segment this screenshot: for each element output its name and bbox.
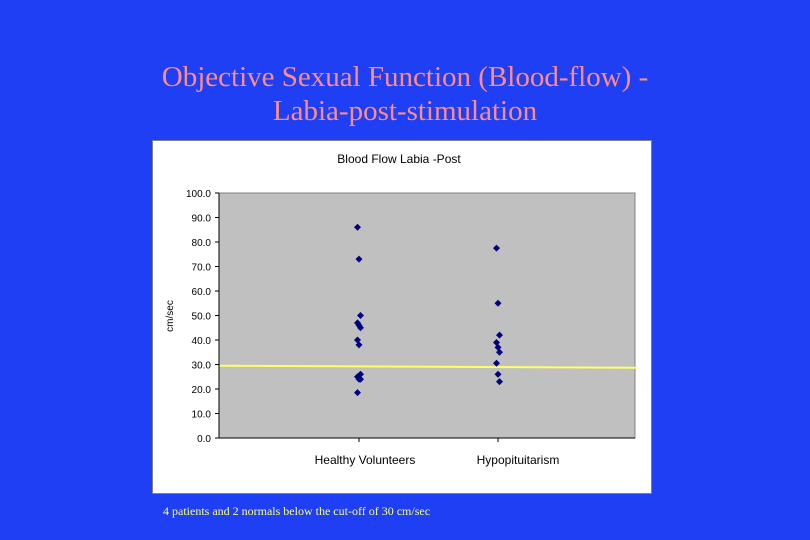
data-point: [354, 223, 361, 231]
y-tick-label: 10.0: [192, 410, 212, 421]
slide-title: Objective Sexual Function (Blood-flow) -…: [0, 60, 810, 128]
data-point: [494, 370, 502, 378]
y-tick-label: 80.0: [192, 238, 212, 249]
data-point: [494, 299, 502, 307]
data-point: [493, 359, 500, 367]
data-point: [493, 338, 500, 346]
data-point: [354, 389, 361, 397]
slide-title-line1: Objective Sexual Function (Blood-flow) -: [161, 61, 649, 93]
data-point: [357, 324, 364, 332]
plot-area: [218, 192, 636, 439]
y-tick-label: 60.0: [192, 287, 212, 298]
x-tick-label: Hypopituitarism: [477, 453, 560, 467]
data-point: [496, 378, 503, 386]
blood-flow-chart: Blood Flow Labia -Post cm/sec 100.0 90.0 8…: [165, 152, 638, 467]
data-point: [357, 375, 364, 383]
y-tick-label: 70.0: [192, 263, 212, 274]
y-tick-label: 40.0: [192, 336, 212, 347]
footnote: 4 patients and 2 normals below the cut-o…: [163, 504, 431, 518]
slide-title-line2: Labia-post-stimulation: [272, 95, 538, 127]
data-point: [355, 341, 363, 349]
cutoff-line: [219, 364, 638, 369]
y-tick-label: 0.0: [197, 434, 211, 445]
data-point: [493, 244, 500, 252]
x-tick-label: Healthy Volunteers: [315, 453, 416, 467]
data-point: [355, 255, 363, 263]
y-tick-label: 90.0: [192, 214, 212, 225]
chart-title: Blood Flow Labia -Post: [337, 152, 461, 166]
y-axis-label: cm/sec: [165, 300, 176, 332]
y-tick-label: 30.0: [192, 361, 212, 372]
y-tick-label: 20.0: [192, 385, 212, 396]
data-point: [496, 348, 503, 356]
y-tick-label: 50.0: [192, 312, 212, 323]
data-point: [357, 312, 364, 319]
chart-container: Blood Flow Labia -Post cm/sec 100.0 90.0 8…: [152, 140, 652, 494]
data-point: [496, 331, 503, 339]
y-tick-label: 100.0: [186, 189, 211, 200]
